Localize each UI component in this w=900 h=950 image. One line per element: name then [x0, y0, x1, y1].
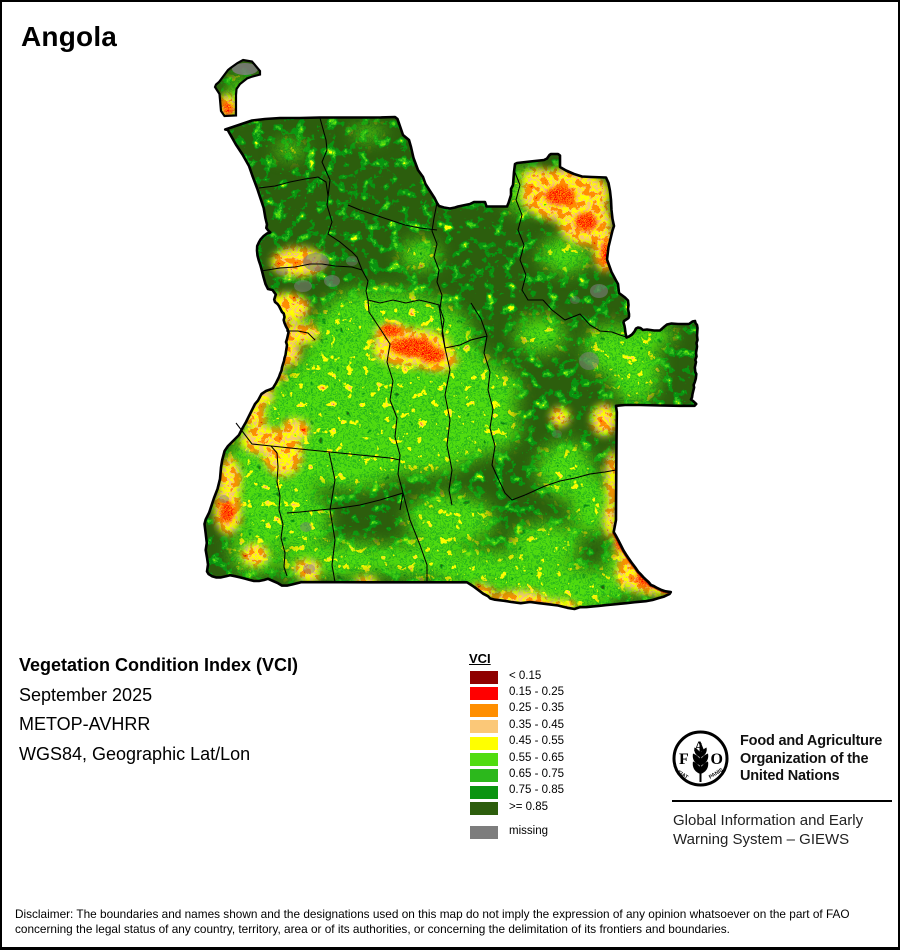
svg-text:FIAT: FIAT [676, 770, 689, 781]
svg-text:O: O [711, 751, 723, 768]
svg-text:F: F [679, 751, 689, 768]
